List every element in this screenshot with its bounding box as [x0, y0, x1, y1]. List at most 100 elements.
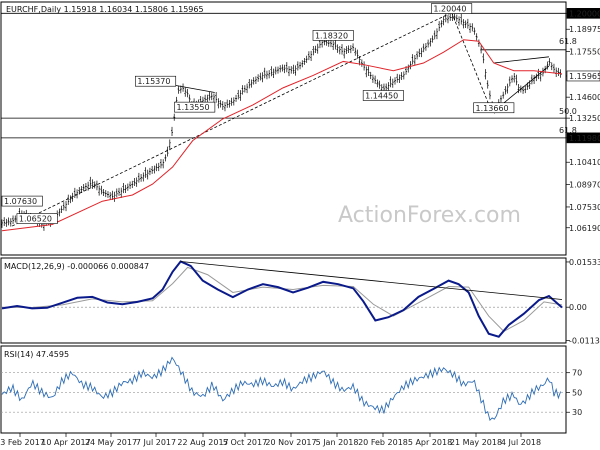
price-ytick-label: 1.17550 [569, 47, 600, 56]
candle [371, 74, 374, 83]
candle [488, 90, 491, 100]
candle [345, 46, 348, 55]
candle [232, 97, 235, 106]
candle [296, 61, 299, 71]
candle [285, 62, 288, 73]
rsi-ytick-label: 50 [572, 388, 582, 397]
candle [131, 180, 134, 189]
candle [261, 72, 264, 83]
candle [533, 74, 536, 85]
candle [89, 176, 92, 188]
candle [469, 23, 472, 33]
fib-label: 50.0 [559, 107, 577, 116]
x-tick-label: 20 Nov 2017 [265, 438, 316, 447]
candle [1, 219, 3, 228]
rsi-title: RSI(14) 47.4595 [4, 350, 69, 359]
candle [186, 88, 189, 98]
candle [146, 169, 149, 180]
price-annotation: 1.13550 [174, 101, 216, 113]
candle [122, 183, 125, 194]
candle [484, 69, 487, 80]
rsi-layer [1, 356, 566, 421]
candle [528, 80, 531, 90]
candle [336, 44, 339, 53]
candle [517, 83, 520, 94]
price-ytick-label: 1.20000 [569, 9, 600, 18]
x-tick-label: 24 May 2017 [85, 438, 137, 447]
price-title: EURCHF,Daily 1.15918 1.16034 1.15806 1.1… [6, 5, 204, 14]
candle [215, 92, 218, 103]
candle [451, 13, 454, 21]
candle [394, 77, 397, 85]
candle [460, 13, 463, 25]
candle [179, 85, 182, 94]
candle [9, 218, 12, 227]
candle [367, 66, 370, 76]
candle [548, 58, 551, 66]
candle [411, 54, 414, 65]
candle [166, 146, 169, 157]
candle [7, 217, 10, 226]
candle [12, 215, 15, 225]
candle [424, 43, 427, 51]
candle [58, 208, 61, 217]
candle [435, 28, 438, 40]
candle [265, 70, 268, 80]
candle [292, 64, 295, 74]
svg-text:1.14450: 1.14450 [365, 91, 398, 100]
candle [252, 77, 255, 85]
candle [329, 39, 332, 48]
candle [93, 181, 96, 189]
candle [95, 180, 98, 191]
candle [511, 75, 514, 83]
candle [453, 12, 456, 21]
candle [550, 62, 553, 71]
candle [552, 63, 555, 73]
x-tick-label: 20 Feb 2018 [358, 438, 408, 447]
candle [76, 189, 79, 199]
price-ytick-label: 1.15965 [569, 72, 600, 81]
candle [168, 139, 171, 151]
rsi-ytick-label: 30 [572, 408, 582, 417]
svg-text:1.15370: 1.15370 [137, 77, 170, 86]
candle [347, 45, 350, 54]
candle [464, 20, 467, 28]
candle [449, 13, 452, 21]
candle [486, 80, 489, 89]
candle [458, 16, 461, 26]
candle [303, 58, 306, 65]
candle [151, 165, 154, 174]
candle [274, 66, 277, 75]
price-tag [566, 70, 600, 82]
x-tick-label: 5 Oct 2017 [223, 438, 267, 447]
candle [480, 45, 483, 54]
candle [279, 65, 282, 73]
price-ytick-label: 1.10410 [569, 158, 600, 167]
candle [442, 16, 445, 26]
candle [124, 184, 127, 193]
candle [241, 85, 244, 95]
candle [539, 70, 542, 82]
svg-text:61.8: 61.8 [559, 37, 577, 46]
candle [391, 78, 394, 88]
x-tick-label: 5 Apr 2018 [408, 438, 452, 447]
price-panel-frame [0, 1, 567, 256]
candle [502, 91, 505, 99]
price-annotation: 1.06520 [16, 213, 58, 224]
rsi-panel-frame [0, 345, 567, 434]
candle [184, 87, 187, 97]
moving-average-line [1, 39, 563, 232]
x-tick-label: 21 May 2018 [450, 438, 502, 447]
trend-dashed-down [451, 12, 493, 112]
macd-line [1, 260, 563, 338]
candle [5, 218, 8, 227]
candle [535, 73, 538, 82]
candle [396, 73, 399, 83]
candle [228, 99, 231, 108]
candle [226, 99, 229, 108]
x-tick-label: 4 Jul 2018 [501, 438, 541, 447]
candle [312, 46, 315, 56]
price-ytick-label: 1.07530 [569, 203, 600, 212]
